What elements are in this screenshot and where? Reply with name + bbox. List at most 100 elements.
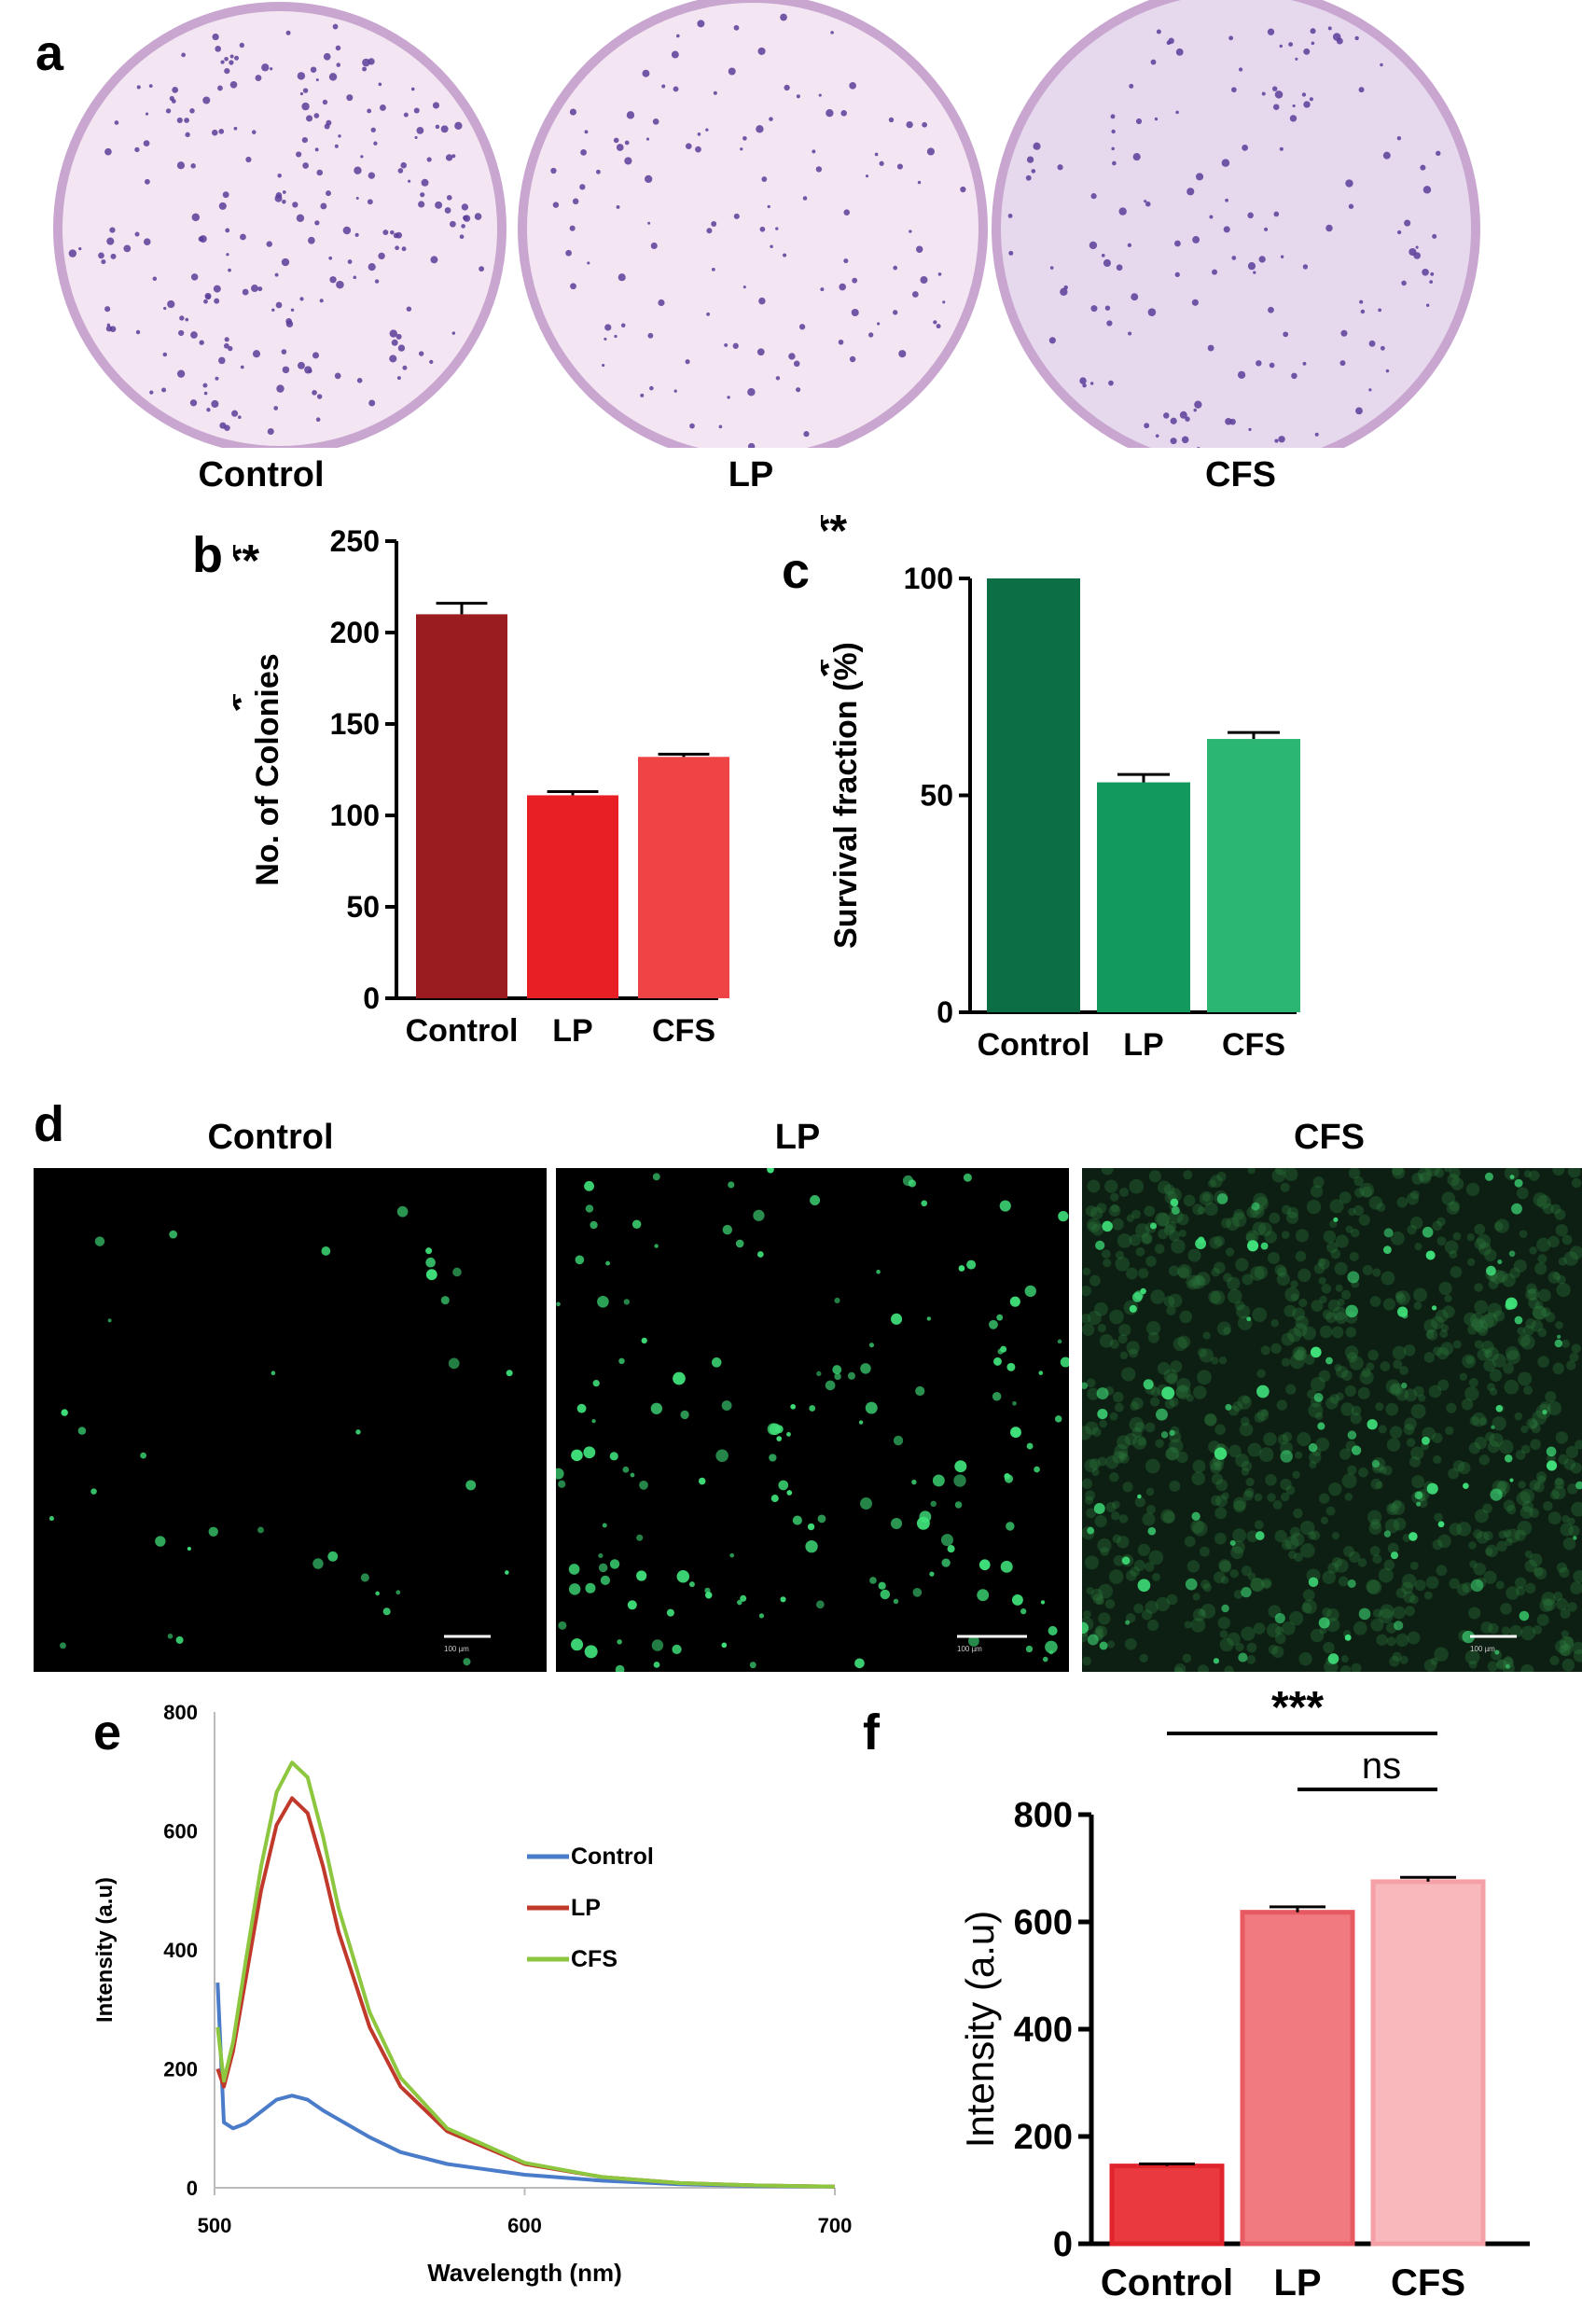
dim-cell [1169,1480,1181,1492]
dim-cell [1547,1235,1560,1248]
dim-cell [1235,1454,1249,1468]
fluorescent-cell [360,1573,369,1582]
dim-cell [1339,1191,1352,1204]
dim-cell [1540,1401,1551,1412]
fluorescent-cell [1358,1607,1371,1621]
colony [1430,271,1435,276]
dim-cell [1465,1182,1480,1197]
dim-cell [1553,1592,1563,1601]
colony [926,147,935,156]
dim-cell [1447,1174,1460,1187]
dim-cell [1488,1278,1499,1289]
dim-cell [1226,1217,1240,1232]
dim-cell [1432,1220,1443,1232]
colony [413,107,420,114]
fluorescent-cell [1508,1250,1516,1258]
colony [733,213,740,219]
colony [1368,388,1372,392]
dim-cell [1344,1345,1359,1359]
dim-cell [1225,1247,1235,1257]
dim-cell [1430,1657,1438,1665]
dim-cell [1095,1596,1104,1606]
fluorescent-cell [1497,1259,1503,1265]
dim-cell [1232,1528,1247,1543]
dim-cell [1520,1488,1535,1504]
colony [98,252,104,259]
colony [1170,417,1177,424]
micrograph-control: 100 µm [34,1168,547,1672]
fluorescent-cell [1431,1305,1437,1311]
colony [1279,44,1283,49]
dim-cell [1179,1310,1193,1324]
y-tick-label: 200 [1014,2118,1073,2157]
fluorescent-cell [921,1200,928,1207]
colony [101,259,106,265]
colony [1422,186,1432,194]
dim-cell [1115,1402,1124,1412]
fluorescent-cell [1327,1653,1339,1664]
colony [162,352,168,357]
colony [1154,117,1159,121]
fluorescent-cell [729,1552,735,1558]
colony [228,268,231,272]
dim-cell [1214,1460,1224,1471]
dim-cell [1211,1357,1219,1365]
fluorescent-cell [805,1539,818,1553]
dim-cell [1393,1517,1407,1531]
dim-cell [1280,1492,1290,1502]
fluorescent-cell [704,1592,713,1599]
fluorescent-cell [1097,1409,1108,1420]
dim-cell [1209,1236,1222,1249]
dim-cell [1284,1304,1297,1317]
fluorescent-cell [958,1265,965,1272]
dim-cell [1434,1168,1445,1178]
fluorescent-cell [1255,1531,1265,1540]
fluorescent-cell [1325,1357,1333,1365]
y-axis-title: Survival fraction (%) [828,642,864,949]
dim-cell [1317,1258,1325,1266]
dim-cell [1097,1323,1106,1333]
dim-cell [1311,1376,1325,1392]
dim-cell [1479,1315,1494,1329]
colony [1174,240,1181,247]
fluorescent-cell [1251,1202,1260,1211]
dim-cell [1456,1522,1472,1537]
fluorescent-cell [816,1371,822,1376]
colony [239,42,244,49]
fluorescent-cell [676,1569,690,1583]
colony [354,166,362,174]
plate-lp [527,3,978,448]
colony [1112,160,1117,166]
dim-cell [1518,1371,1533,1386]
fluorescent-cell [1494,1649,1500,1655]
colony [747,388,756,397]
colony [322,99,328,105]
colony [176,369,186,378]
colony [1332,33,1341,41]
micrograph-cells: 100 µm [1082,1168,1582,1672]
fluorescent-cell [568,1583,581,1595]
colony [1291,372,1298,380]
colony [1145,201,1151,207]
fluorescent-cell [1511,1203,1522,1215]
colony [595,169,601,174]
fluorescent-cell [721,1400,732,1412]
fluorescent-cell [1491,1425,1495,1429]
colony [747,442,756,448]
fluorescent-cell [1554,1339,1563,1348]
dim-cell [1547,1511,1561,1525]
fluorescent-cell [758,1613,765,1619]
dim-cell [1423,1352,1436,1363]
dim-cell [1323,1230,1337,1244]
colony [1425,303,1430,307]
dim-cell [1318,1493,1330,1504]
dim-cell [1233,1500,1246,1513]
colony [315,78,319,82]
dim-cell [1368,1196,1383,1210]
colony [393,232,399,239]
colony [298,361,305,369]
dim-cell [1404,1417,1417,1430]
dim-cell [1086,1218,1102,1233]
colony [888,117,895,123]
dim-cell [1095,1625,1108,1638]
